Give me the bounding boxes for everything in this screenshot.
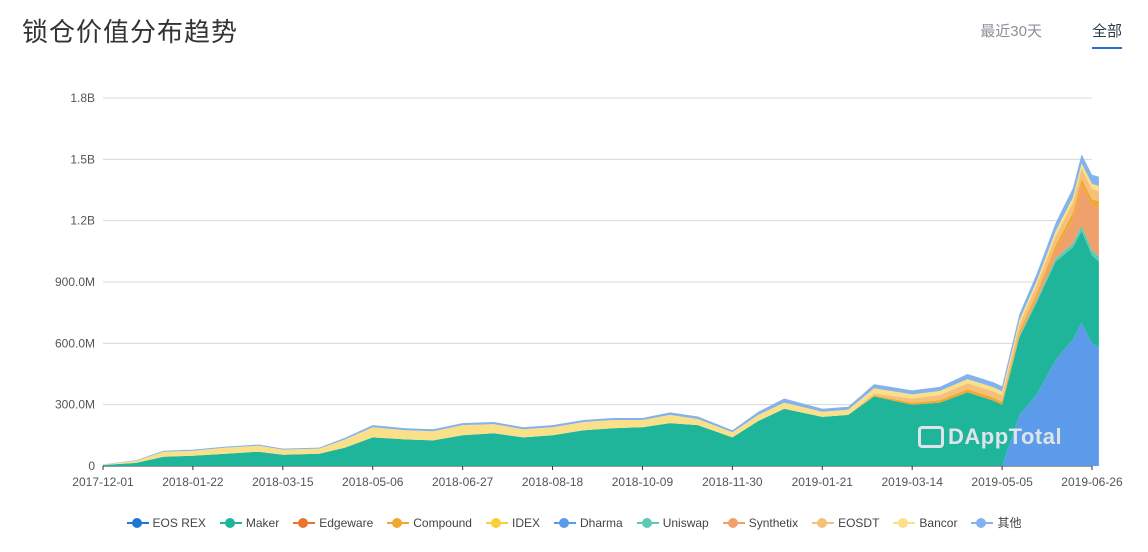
legend-swatch-icon xyxy=(387,517,410,529)
legend-item[interactable]: Synthetix xyxy=(722,514,799,531)
legend-label: Synthetix xyxy=(748,515,799,530)
legend-label: Compound xyxy=(413,515,472,530)
page-title: 锁仓价值分布趋势 xyxy=(22,17,239,47)
legend-item[interactable]: EOSDT xyxy=(812,514,879,531)
legend-label: Maker xyxy=(245,515,280,530)
stacked-area-chart: 0 300.0M 600.0M 900.0M 1.2B 1.5B 1.8B 2017-12-0… xyxy=(55,91,1123,489)
legend-swatch-icon xyxy=(219,517,242,529)
x-tick-label: 2018-01-22 xyxy=(162,475,224,489)
legend-swatch-icon xyxy=(554,517,576,529)
watermark-text: DAppTotal xyxy=(948,424,1063,449)
legend-swatch-icon xyxy=(636,517,659,529)
y-tick-label: 0 xyxy=(88,459,95,473)
tab-all[interactable]: 全部 xyxy=(1091,20,1122,49)
x-tick-label: 2018-10-09 xyxy=(612,475,674,489)
area-series-Maker[interactable] xyxy=(103,230,1099,466)
x-tick-label: 2018-05-06 xyxy=(342,475,404,489)
legend-item[interactable]: 其他 xyxy=(971,514,1021,531)
legend-label: EOSDT xyxy=(838,515,880,530)
x-tick-label: 2018-06-27 xyxy=(432,475,494,489)
x-tick-label: 2018-03-15 xyxy=(252,475,314,489)
watermark: DAppTotal xyxy=(918,424,1062,450)
legend-label: 其他 xyxy=(997,516,1022,530)
chart-areas xyxy=(103,154,1099,466)
y-tick-label: 1.2B xyxy=(70,214,95,228)
legend-item[interactable]: Dharma xyxy=(554,514,623,531)
chart-legend: EOS REX Maker Edgeware Compound IDEX Dharma Un… xyxy=(0,514,1148,531)
legend-swatch-icon xyxy=(126,517,149,529)
legend-swatch-icon xyxy=(812,517,835,529)
legend-swatch-icon xyxy=(485,517,508,529)
x-tick-label: 2019-06-26 xyxy=(1061,475,1123,489)
legend-item[interactable]: Bancor xyxy=(893,514,957,531)
legend-swatch-icon xyxy=(971,517,994,529)
y-tick-label: 1.8B xyxy=(70,91,95,105)
tab-last-30-days[interactable]: 最近30天 xyxy=(980,23,1042,40)
legend-label: Dharma xyxy=(580,515,623,530)
y-tick-label: 900.0M xyxy=(55,275,95,289)
legend-item[interactable]: Maker xyxy=(219,514,280,531)
legend-item[interactable]: Uniswap xyxy=(636,514,709,531)
time-range-tabs: 最近30天 全部 xyxy=(980,20,1122,49)
legend-label: Uniswap xyxy=(662,515,709,530)
chart-grid xyxy=(103,97,1092,467)
y-tick-label: 600.0M xyxy=(55,336,95,350)
x-tick-label: 2018-08-18 xyxy=(522,475,584,489)
legend-swatch-icon xyxy=(293,517,316,529)
legend-item[interactable]: EOS REX xyxy=(126,514,206,531)
x-tick-label: 2019-03-14 xyxy=(881,475,943,489)
legend-item[interactable]: IDEX xyxy=(485,514,540,531)
legend-label: EOS REX xyxy=(152,515,206,530)
x-tick-label: 2019-01-21 xyxy=(792,475,854,489)
legend-swatch-icon xyxy=(722,517,745,529)
y-tick-label: 300.0M xyxy=(55,398,95,412)
legend-label: Edgeware xyxy=(319,515,374,530)
legend-item[interactable]: Edgeware xyxy=(293,514,373,531)
x-tick-label: 2019-05-05 xyxy=(971,475,1033,489)
x-tick-label: 2017-12-01 xyxy=(72,475,134,489)
legend-label: IDEX xyxy=(511,515,540,530)
y-tick-label: 1.5B xyxy=(70,152,95,166)
dapptotal-logo-icon xyxy=(918,426,944,448)
legend-label: Bancor xyxy=(919,515,958,530)
legend-swatch-icon xyxy=(893,517,916,529)
x-tick-label: 2018-11-30 xyxy=(702,475,763,489)
chart-axes: 0 300.0M 600.0M 900.0M 1.2B 1.5B 1.8B 2017-12-0… xyxy=(55,91,1123,489)
legend-item[interactable]: Compound xyxy=(387,514,472,531)
